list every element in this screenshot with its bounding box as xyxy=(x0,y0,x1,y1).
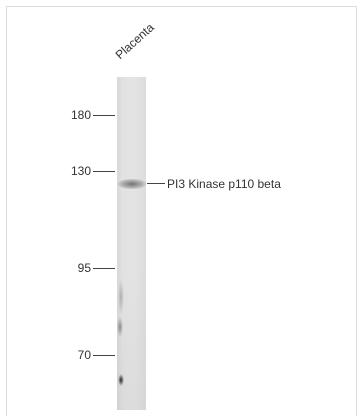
marker-label-180: 180 xyxy=(70,108,91,122)
marker-label-130: 130 xyxy=(70,164,91,178)
marker-tick-95 xyxy=(93,268,115,269)
band-pointer-line xyxy=(147,183,165,184)
lane-texture xyxy=(117,77,146,410)
marker-label-95: 95 xyxy=(77,261,91,275)
marker-label-70: 70 xyxy=(77,348,91,362)
band-label: PI3 Kinase p110 beta xyxy=(167,177,281,191)
marker-tick-130 xyxy=(93,171,115,172)
blot-frame xyxy=(6,6,357,416)
marker-tick-180 xyxy=(93,115,115,116)
protein-band xyxy=(118,179,146,189)
marker-tick-70 xyxy=(93,355,115,356)
blot-lane xyxy=(117,77,146,410)
